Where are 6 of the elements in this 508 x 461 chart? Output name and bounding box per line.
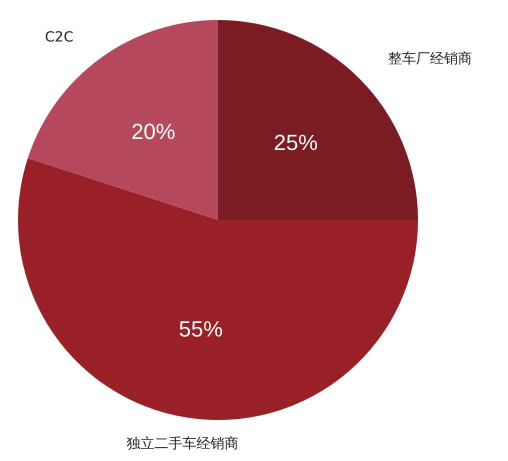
- data-label: 55%: [178, 316, 223, 342]
- slice-label: C2C: [44, 30, 74, 46]
- data-label: 25%: [274, 130, 318, 156]
- data-label: 20%: [131, 119, 176, 144]
- slice-label: 整车厂经销商: [388, 50, 472, 67]
- slice-label: 独立二手车经销商: [126, 436, 239, 452]
